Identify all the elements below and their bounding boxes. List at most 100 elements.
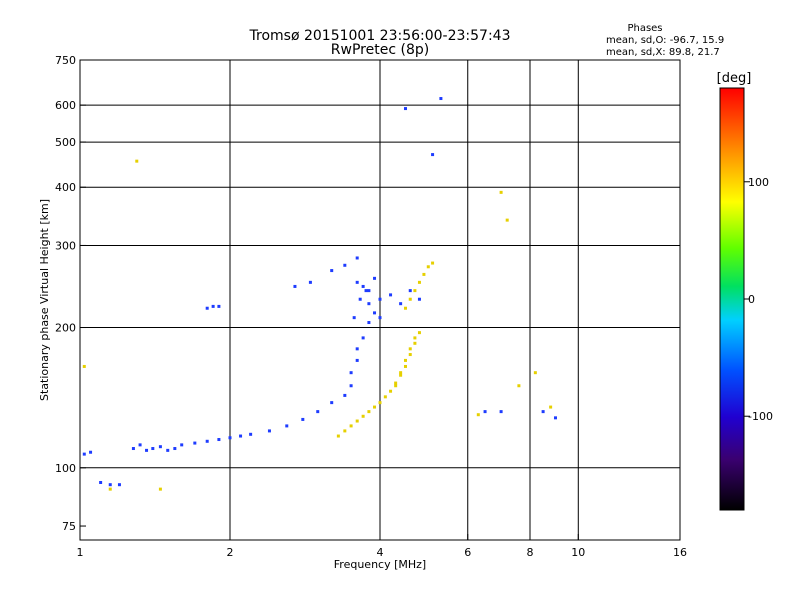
chart-title: Tromsø 20151001 23:56:00-23:57:43 — [249, 28, 511, 44]
data-point-o — [193, 441, 197, 445]
y-axis: 75 100 200 300 400 500 600 750 — [55, 54, 86, 533]
data-point-o — [82, 452, 86, 456]
data-point-o — [431, 153, 435, 157]
data-point-x — [394, 384, 398, 388]
data-point-o — [355, 256, 359, 260]
data-point-o — [267, 429, 271, 433]
data-point-o — [343, 263, 347, 267]
data-point-x — [378, 401, 382, 405]
data-point-o — [403, 107, 407, 111]
data-point-x — [399, 373, 403, 377]
data-point-o — [131, 447, 135, 451]
data-point-x — [417, 331, 421, 335]
data-point-x — [549, 405, 553, 409]
data-point-o — [217, 438, 221, 442]
data-point-o — [99, 480, 103, 484]
x-tick-label: 8 — [527, 546, 534, 559]
data-point-x — [476, 413, 480, 417]
data-point-o — [541, 410, 545, 414]
data-point-o — [108, 483, 112, 487]
colorbar-label: [deg] — [717, 71, 752, 86]
data-point-o — [285, 424, 289, 428]
data-point-o — [249, 432, 253, 436]
data-point-o — [228, 436, 232, 440]
data-point-x — [417, 280, 421, 284]
data-point-o — [349, 384, 353, 388]
y-tick-label: 500 — [55, 136, 76, 149]
data-point-o — [349, 371, 353, 375]
data-point-o — [355, 358, 359, 362]
data-point-o — [367, 302, 371, 306]
data-point-o — [417, 297, 421, 301]
data-point-x — [355, 419, 359, 423]
x-tick-label: 6 — [464, 546, 471, 559]
data-point-o — [145, 448, 149, 452]
data-point-o — [352, 316, 356, 320]
data-point-o — [151, 447, 155, 451]
x-tick-label: 1 — [77, 546, 84, 559]
x-tick-label: 16 — [673, 546, 687, 559]
data-point-o — [180, 443, 184, 447]
colorbar-tick-label: 100 — [748, 176, 769, 189]
data-point-o — [89, 450, 93, 454]
data-point-x — [82, 364, 86, 368]
data-point-o — [389, 293, 393, 297]
data-point-o — [308, 280, 312, 284]
y-axis-label: Stationary phase Virtual Height [km] — [38, 199, 51, 401]
legend-title: Phases — [627, 23, 662, 34]
data-point-o — [211, 304, 215, 308]
y-tick-label: 750 — [55, 54, 76, 67]
y-tick-label: 400 — [55, 181, 76, 194]
data-point-x — [499, 190, 503, 194]
legend-line-x: mean, sd,X: 89.8, 21.7 — [606, 47, 720, 58]
colorbar-tick-label: -100 — [748, 410, 773, 423]
data-point-o — [553, 416, 557, 420]
data-point-o — [117, 483, 121, 487]
data-point-o — [293, 284, 297, 288]
data-point-o — [367, 289, 371, 293]
data-point-o — [330, 401, 334, 405]
data-point-x — [403, 306, 407, 310]
data-point-x — [403, 358, 407, 362]
data-point-x — [403, 364, 407, 368]
colorbar-ticks: 100 0 -100 — [744, 176, 773, 423]
data-point-o — [378, 316, 382, 320]
colorbar — [719, 87, 745, 511]
data-point-o — [399, 302, 403, 306]
data-point-o — [439, 97, 443, 101]
data-point-x — [413, 289, 417, 293]
data-point-o — [499, 410, 503, 414]
data-point-x — [108, 487, 112, 491]
gridlines — [80, 60, 680, 540]
legend-line-o: mean, sd,O: -96.7, 15.9 — [606, 35, 724, 46]
data-point-o — [316, 410, 320, 414]
data-point-x — [158, 487, 162, 491]
x-tick-label: 2 — [227, 546, 234, 559]
data-point-o — [373, 311, 377, 315]
y-tick-label: 100 — [55, 462, 76, 475]
y-tick-label: 600 — [55, 99, 76, 112]
data-point-x — [408, 353, 412, 357]
data-point-x — [408, 297, 412, 301]
y-tick-label: 200 — [55, 322, 76, 335]
data-point-x — [373, 405, 377, 409]
data-point-x — [426, 265, 430, 269]
data-point-x — [389, 389, 393, 393]
data-point-x — [517, 384, 521, 388]
chart-subtitle: RwPretec (8p) — [331, 42, 429, 58]
data-point-x — [394, 381, 398, 385]
data-point-o — [358, 297, 362, 301]
data-point-x — [422, 272, 426, 276]
data-point-o — [158, 445, 162, 449]
data-point-o — [364, 289, 368, 293]
data-point-o — [138, 443, 142, 447]
data-point-o — [483, 410, 487, 414]
data-point-x — [349, 424, 353, 428]
x-tick-label: 10 — [571, 546, 585, 559]
data-point-o — [355, 347, 359, 351]
data-point-o — [205, 306, 209, 310]
data-point-o — [361, 336, 365, 340]
data-point-o — [166, 448, 170, 452]
data-point-x — [367, 410, 371, 414]
